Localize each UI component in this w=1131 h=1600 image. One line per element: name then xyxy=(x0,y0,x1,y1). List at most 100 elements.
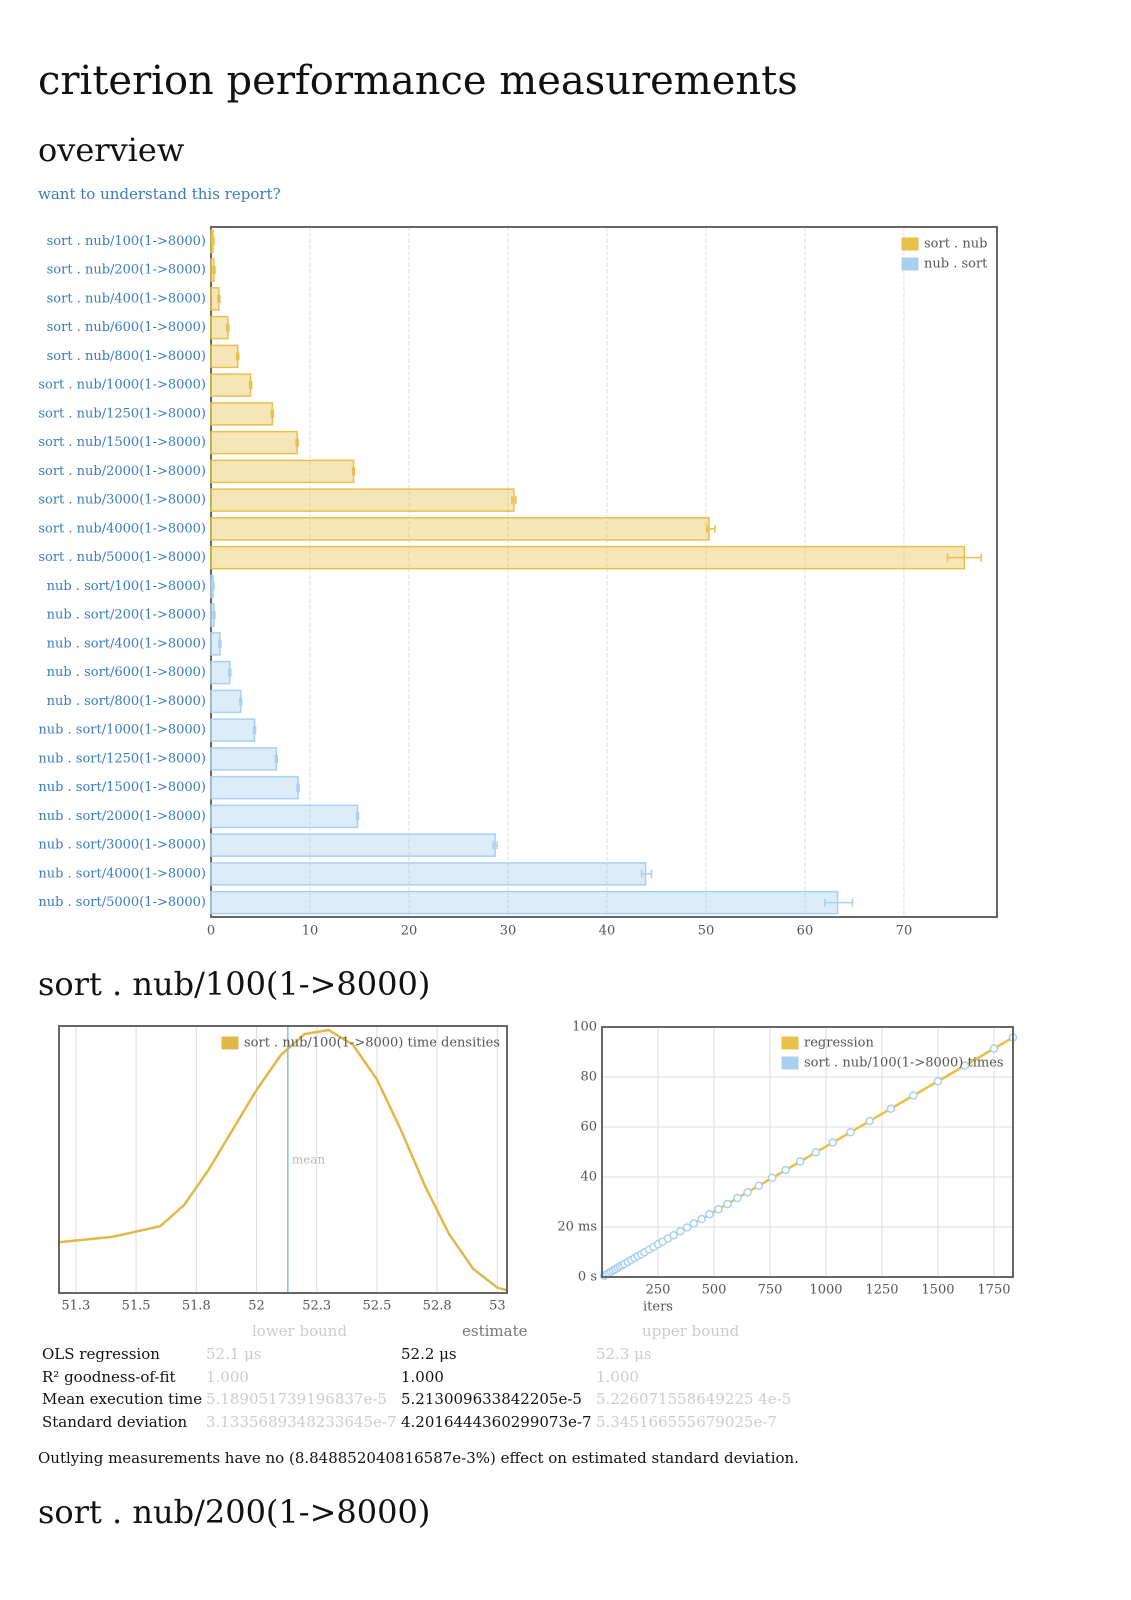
bar xyxy=(210,517,710,541)
y-tick-label: nub . sort/1250(1->8000) xyxy=(38,751,206,766)
bar xyxy=(210,775,299,800)
error-bar xyxy=(296,783,300,792)
x-tick-label: 52.8 xyxy=(423,1299,452,1314)
y-tick-label: sort . nub/1250(1->8000) xyxy=(38,406,206,421)
x-tick-label: 1500 xyxy=(921,1283,954,1298)
annotation: mean xyxy=(292,1153,326,1167)
y-tick-label: nub . sort/800(1->8000) xyxy=(47,694,206,709)
y-tick-label: sort . nub/400(1->8000) xyxy=(47,291,206,306)
x-tick-label: 51.5 xyxy=(122,1299,151,1314)
sample-point xyxy=(682,1223,692,1232)
sample-point xyxy=(705,1210,714,1219)
y-tick-label: sort . nub/800(1->8000) xyxy=(47,349,206,364)
bar xyxy=(210,488,515,512)
sample-point xyxy=(846,1128,855,1137)
table-cell: 4.2016444360299073e-7 xyxy=(401,1412,592,1431)
y-tick-label: sort . nub/200(1->8000) xyxy=(47,263,206,278)
error-bar xyxy=(824,898,854,907)
x-tick-label: 52.3 xyxy=(302,1299,331,1314)
y-tick-label: 0 s xyxy=(578,1270,597,1285)
error-bar xyxy=(212,266,216,275)
help-link[interactable]: want to understand this report? xyxy=(38,185,281,203)
sample-point xyxy=(697,1214,706,1224)
y-tick-label: nub . sort/1000(1->8000) xyxy=(38,723,206,738)
sample-point xyxy=(960,1061,970,1070)
x-tick-label: 52 xyxy=(248,1299,265,1314)
x-tick-label: 10 xyxy=(302,924,319,939)
error-bar xyxy=(218,639,222,648)
y-tick-label: sort . nub/5000(1->8000) xyxy=(38,550,206,565)
x-tick-label: 70 xyxy=(896,924,913,939)
error-bar xyxy=(355,812,360,821)
sample-point xyxy=(689,1219,699,1228)
legend-swatch xyxy=(901,237,919,251)
bar xyxy=(210,890,839,915)
x-tick-label: 1250 xyxy=(865,1283,898,1298)
y-tick-label: nub . sort/400(1->8000) xyxy=(47,636,206,651)
legend-swatch xyxy=(901,257,919,271)
sample-point xyxy=(989,1044,999,1053)
sample-point xyxy=(909,1091,918,1100)
x-tick-label: 1750 xyxy=(977,1283,1010,1298)
y-tick-label: sort . nub/600(1->8000) xyxy=(47,320,206,335)
table-cell: 1.000 xyxy=(206,1367,249,1386)
sample-point xyxy=(811,1148,821,1157)
error-bar xyxy=(706,524,716,533)
y-tick-label: sort . nub/1000(1->8000) xyxy=(38,378,206,393)
overview-heading: overview xyxy=(38,131,185,169)
error-bar xyxy=(212,611,216,620)
sample-point xyxy=(669,1231,678,1240)
y-tick-label: nub . sort/200(1->8000) xyxy=(47,608,206,623)
legend-label: sort . nub/100(1->8000) time densities xyxy=(244,1036,500,1051)
legend-swatch xyxy=(781,1036,799,1050)
row-label: R² goodness-of-fit xyxy=(42,1367,176,1386)
legend-label: sort . nub xyxy=(924,237,987,252)
x-tick-label: 20 xyxy=(401,924,418,939)
x-tick-label: 1000 xyxy=(809,1283,842,1298)
table-cell: 1.000 xyxy=(596,1367,639,1386)
table-cell: 1.000 xyxy=(401,1367,444,1386)
bar xyxy=(210,545,966,570)
section-heading: sort . nub/100(1->8000) xyxy=(38,965,431,1003)
section-heading: sort . nub/200(1->8000) xyxy=(38,1493,431,1531)
row-label: OLS regression xyxy=(42,1345,160,1363)
error-bar xyxy=(511,496,517,505)
y-tick-label: nub . sort/1500(1->8000) xyxy=(38,780,206,795)
bar xyxy=(210,344,239,369)
column-header: estimate xyxy=(462,1322,528,1340)
table-cell: 52.2 μs xyxy=(401,1345,457,1363)
y-tick-label: 40 xyxy=(580,1170,597,1185)
bar xyxy=(210,373,252,397)
sample-point xyxy=(743,1188,752,1197)
bar xyxy=(210,689,242,714)
sample-point xyxy=(828,1138,837,1147)
sample-point xyxy=(865,1116,874,1126)
error-bar xyxy=(274,754,279,763)
y-tick-label: sort . nub/1500(1->8000) xyxy=(38,435,206,450)
x-tick-label: 250 xyxy=(646,1283,671,1298)
error-bar xyxy=(270,409,275,418)
bar xyxy=(210,315,229,340)
x-tick-label: 40 xyxy=(599,924,616,939)
x-tick-label: 500 xyxy=(702,1283,727,1298)
x-tick-label: 60 xyxy=(797,924,814,939)
x-tick-label: 51.3 xyxy=(61,1299,90,1314)
error-bar xyxy=(238,697,243,706)
y-tick-label: 100 xyxy=(572,1020,597,1035)
error-bar xyxy=(946,553,982,562)
sample-point xyxy=(795,1157,805,1166)
error-bar xyxy=(492,841,498,850)
sample-point xyxy=(676,1227,685,1236)
bar xyxy=(210,402,274,426)
sample-point xyxy=(767,1173,777,1182)
y-tick-label: sort . nub/3000(1->8000) xyxy=(38,493,206,508)
sample-point xyxy=(754,1181,764,1190)
y-tick-label: nub . sort/4000(1->8000) xyxy=(38,866,206,881)
plot-frame xyxy=(210,226,998,918)
bar xyxy=(210,430,298,455)
error-bar xyxy=(252,726,257,735)
y-tick-label: sort . nub/100(1->8000) xyxy=(47,234,206,249)
bar xyxy=(210,660,231,685)
sample-point xyxy=(714,1205,723,1214)
